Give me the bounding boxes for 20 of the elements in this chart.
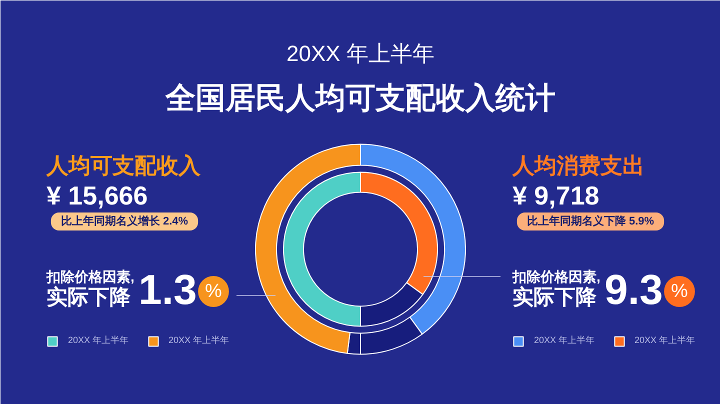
text: 比上年同期名义下降 5.9% [526,214,654,228]
text: 人均消费支出 [512,153,644,178]
text: 扣除价格因素, [512,268,600,284]
text: 实际下降 [46,285,132,309]
text: 1.3 [138,266,197,313]
chart-title: 全国居民人均可支配收入统计 [164,82,556,115]
text: 人均可支配收入 [46,153,202,178]
text: ¥ 9,718 [512,180,600,210]
legend-label: 20XX 年上半年 [68,334,129,347]
text: 扣除价格因素, [46,268,134,284]
text: 实际下降 [512,285,598,309]
legend-label: 20XX 年上半年 [168,334,230,347]
legend-label: 20XX 年上半年 [534,334,595,347]
text: 比上年同期名义增长 2.4% [60,214,188,228]
chart-subtitle: 20XX 年上半年 [286,41,434,66]
text: % [671,281,688,302]
legend-label: 20XX 年上半年 [634,334,696,347]
text: % [205,281,222,302]
text: ¥ 15,666 [46,180,148,210]
text: 9.3 [604,266,663,313]
